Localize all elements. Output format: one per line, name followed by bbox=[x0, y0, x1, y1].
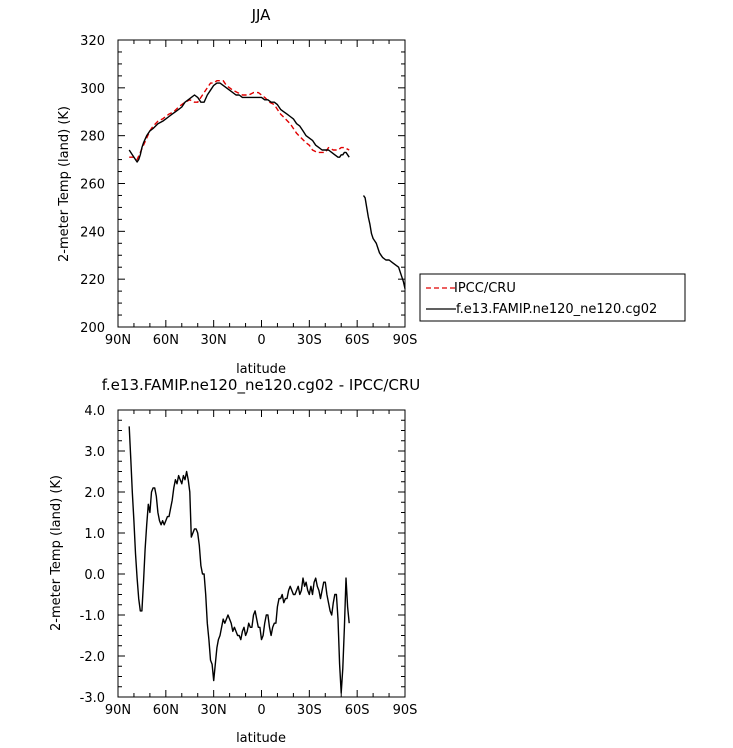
y-tick-label: -1.0 bbox=[80, 609, 105, 624]
x-tick-label: 90N bbox=[105, 333, 131, 348]
legend-label-model: f.e13.FAMIP.ne120_ne120.cg02 bbox=[456, 302, 657, 317]
plot-area: 90N 60N 30N 0 30S 60S 90S -3.0 -2.0 -1.0 0.0 1.0 2.0… bbox=[80, 404, 418, 718]
x-tick-label: 60N bbox=[153, 333, 179, 348]
legend: IPCC/CRU f.e13.FAMIP.ne120_ne120.cg02 bbox=[419, 273, 686, 322]
x-tick-label: 90N bbox=[105, 703, 131, 718]
x-tick-label: 0 bbox=[257, 703, 265, 718]
series-line-0-0 bbox=[129, 79, 350, 161]
y-tick-label: 4.0 bbox=[84, 404, 105, 419]
y-tick-label: 220 bbox=[80, 273, 105, 288]
y-tick-label: 3.0 bbox=[84, 445, 105, 460]
series-line-0-2 bbox=[362, 195, 406, 289]
y-tick-label: 280 bbox=[80, 130, 105, 145]
top-panel: JJA 90N 60N 30N 0 30S 60S 90S 200 220 240 260 280 30… bbox=[57, 6, 686, 377]
x-tick-label: 0 bbox=[257, 333, 265, 348]
y-tick-label: 200 bbox=[80, 321, 105, 336]
x-tick-label: 30N bbox=[201, 703, 227, 718]
y-axis-label: 2-meter Temp (land) (K) bbox=[49, 475, 64, 631]
y-tick-label: -2.0 bbox=[80, 650, 105, 665]
x-tick-label: 60N bbox=[153, 703, 179, 718]
x-axis-label: latitude bbox=[236, 731, 286, 746]
y-tick-label: 300 bbox=[80, 82, 105, 97]
x-tick-label: 90S bbox=[393, 333, 418, 348]
plot-frame bbox=[117, 409, 406, 698]
legend-box bbox=[419, 273, 686, 322]
x-tick-label: 30S bbox=[297, 333, 322, 348]
y-tick-label: 320 bbox=[80, 34, 105, 49]
x-tick-label: 30S bbox=[297, 703, 322, 718]
plot-area: 90N 60N 30N 0 30S 60S 90S 200 220 240 260 280 300 320 bbox=[80, 34, 417, 348]
y-tick-label: 1.0 bbox=[84, 527, 105, 542]
series-line-1-0 bbox=[128, 426, 350, 694]
chart-title: f.e13.FAMIP.ne120_ne120.cg02 - IPCC/CRU bbox=[102, 376, 421, 395]
y-tick-label: 260 bbox=[80, 178, 105, 193]
series-line-0-1 bbox=[128, 82, 350, 163]
bottom-panel: f.e13.FAMIP.ne120_ne120.cg02 - IPCC/CRU … bbox=[49, 376, 420, 746]
x-tick-label: 60S bbox=[345, 333, 370, 348]
x-tick-label: 60S bbox=[345, 703, 370, 718]
chart-title: JJA bbox=[251, 6, 272, 24]
x-tick-label: 30N bbox=[201, 333, 227, 348]
x-axis-label: latitude bbox=[236, 362, 286, 377]
x-tick-label: 90S bbox=[393, 703, 418, 718]
y-tick-label: 240 bbox=[80, 225, 105, 240]
y-axis-label: 2-meter Temp (land) (K) bbox=[57, 106, 72, 262]
plot-frame bbox=[117, 39, 406, 328]
y-tick-label: 2.0 bbox=[84, 486, 105, 501]
legend-label-ipcc: IPCC/CRU bbox=[454, 281, 516, 296]
y-tick-label: 0.0 bbox=[84, 568, 105, 583]
y-tick-label: -3.0 bbox=[80, 691, 105, 706]
